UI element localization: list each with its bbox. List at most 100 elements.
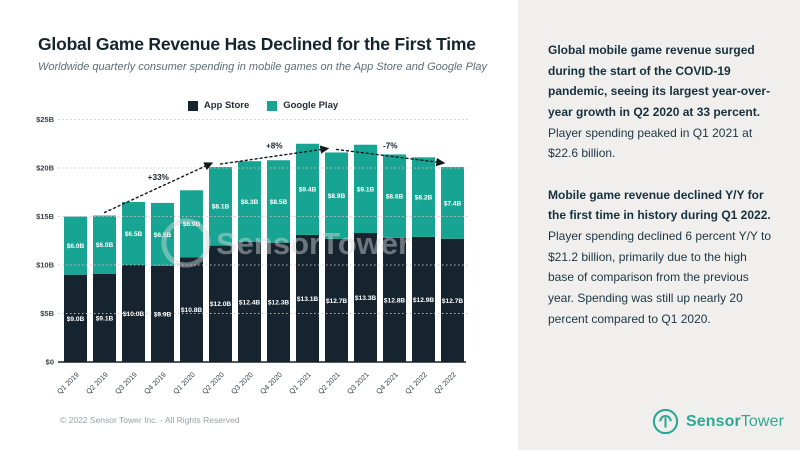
bar-value-label: $8.9B xyxy=(328,193,346,200)
bar-value-label: $12.8B xyxy=(384,297,406,304)
bar-value-label: $13.3B xyxy=(355,295,377,302)
y-axis-tick-label: $15B xyxy=(36,212,55,221)
bar-google-play-q2-2021 xyxy=(325,152,348,239)
bar-value-label: $12.3B xyxy=(268,300,290,307)
x-axis-tick-label: Q4 2019 xyxy=(142,370,168,396)
bar-value-label: $12.7B xyxy=(326,298,348,305)
summary-paragraph-1-regular: Player spending peaked in Q1 2021 at $22… xyxy=(548,125,753,161)
summary-paragraph-2: Mobile game revenue declined Y/Y for the… xyxy=(548,185,773,329)
bar-value-label: $12.0B xyxy=(210,301,232,308)
bar-app-store-q3-2019 xyxy=(122,265,145,362)
bar-app-store-q4-2020 xyxy=(267,242,290,362)
chart-panel: Global Game Revenue Has Declined for the… xyxy=(28,34,498,425)
x-axis-tick-label: Q1 2019 xyxy=(55,370,81,396)
x-axis-tick-label: Q1 2020 xyxy=(171,370,197,396)
x-axis-tick-label: Q3 2019 xyxy=(113,370,139,396)
bar-google-play-q1-2019 xyxy=(64,216,87,275)
bar-value-label: $8.6B xyxy=(386,194,404,201)
bar-app-store-q1-2022 xyxy=(412,236,435,362)
bar-app-store-q2-2021 xyxy=(325,238,348,362)
bar-google-play-q4-2020 xyxy=(267,160,290,243)
bar-google-play-q3-2020 xyxy=(238,161,261,242)
bar-google-play-q4-2019 xyxy=(151,202,174,266)
chart-subtitle: Worldwide quarterly consumer spending in… xyxy=(38,61,488,73)
bar-google-play-q1-2022 xyxy=(412,157,435,237)
y-axis-tick-label: $10B xyxy=(36,261,55,270)
y-axis-tick-label: $20B xyxy=(36,164,55,173)
bar-google-play-q2-2022 xyxy=(441,167,464,239)
bar-value-label: $8.2B xyxy=(415,195,433,202)
bar-app-store-q1-2019 xyxy=(64,274,87,362)
summary-paragraph-1: Global mobile game revenue surged during… xyxy=(548,40,773,164)
trend-arrow-+33% xyxy=(103,162,214,214)
stacked-bar-chart: $9.0B $6.0B $9.1B $6.0B $10.0B $6.5B $9.9B $6.5… xyxy=(36,115,470,396)
bar-value-label: $9.9B xyxy=(154,311,172,318)
bar-value-label: $12.9B xyxy=(413,297,435,304)
bar-value-label: $9.4B xyxy=(299,187,317,194)
summary-paragraph-1-bold: Global mobile game revenue surged during… xyxy=(548,43,771,119)
bar-google-play-q4-2021 xyxy=(383,154,406,238)
trend-annotation-label: +8% xyxy=(266,141,283,150)
bar-app-store-q1-2021 xyxy=(296,234,319,362)
bar-value-label: $8.5B xyxy=(270,199,288,206)
legend-item-google-play: Google Play xyxy=(267,100,338,111)
bar-app-store-q4-2021 xyxy=(383,237,406,362)
bar-google-play-q1-2020 xyxy=(180,190,203,258)
summary-paragraph-2-bold: Mobile game revenue declined Y/Y for the… xyxy=(548,187,771,223)
bar-app-store-q3-2020 xyxy=(238,241,261,362)
bar-value-label: $10.0B xyxy=(123,311,145,318)
bar-value-label: $9.1B xyxy=(357,186,375,193)
sensor-tower-logo-text: SensorTower xyxy=(685,412,784,430)
bar-value-label: $12.4B xyxy=(239,299,261,306)
y-axis-tick-label: $5B xyxy=(40,309,54,318)
bar-google-play-q2-2019 xyxy=(93,215,116,274)
chart-title: Global Game Revenue Has Declined for the… xyxy=(38,34,476,54)
summary-sidebar: Global mobile game revenue surged during… xyxy=(518,0,800,450)
legend-label: App Store xyxy=(203,100,250,111)
sensor-tower-logo: SensorTower xyxy=(652,408,784,435)
x-axis-tick-label: Q2 2019 xyxy=(84,370,110,396)
y-axis-tick-label: $0 xyxy=(46,358,54,367)
bar-google-play-q3-2021 xyxy=(354,144,377,233)
bar-google-play-q2-2020 xyxy=(209,167,232,246)
bar-app-store-q1-2020 xyxy=(180,257,203,362)
bar-value-label: $6.0B xyxy=(67,243,85,250)
bar-value-label: $6.5B xyxy=(154,232,172,239)
google-play-swatch-icon xyxy=(267,100,278,111)
sensor-tower-logo-icon xyxy=(652,408,679,435)
copyright-text: © 2022 Sensor Tower Inc. - All Rights Re… xyxy=(60,415,240,425)
bar-google-play-q1-2021 xyxy=(296,143,319,235)
app-store-swatch-icon xyxy=(187,100,198,111)
x-axis-tick-label: Q4 2020 xyxy=(258,370,284,396)
bar-value-label: $6.9B xyxy=(183,221,201,228)
bar-app-store-q2-2022 xyxy=(441,238,464,362)
trend-annotation-label: +33% xyxy=(148,173,170,182)
bar-value-label: $12.7B xyxy=(442,298,464,305)
bar-value-label: $9.1B xyxy=(96,315,114,322)
summary-paragraph-2-regular: Player spending declined 6 percent Y/Y t… xyxy=(548,229,772,326)
x-axis-tick-label: Q3 2021 xyxy=(345,370,371,396)
bar-value-label: $7.4B xyxy=(444,200,462,207)
trend-arrow-+8% xyxy=(219,145,330,165)
x-axis-tick-label: Q2 2021 xyxy=(316,370,342,396)
trend-arrow--7% xyxy=(335,148,446,167)
chart-legend: App Store Google Play xyxy=(28,100,498,111)
bar-value-label: $8.3B xyxy=(241,199,259,206)
x-axis-tick-label: Q4 2021 xyxy=(374,370,400,396)
x-axis-tick-label: Q3 2020 xyxy=(229,370,255,396)
x-axis-tick-label: Q1 2021 xyxy=(287,370,313,396)
bar-value-label: $8.1B xyxy=(212,204,230,211)
watermark: SensorTower xyxy=(161,218,410,268)
svg-text:SensorTower: SensorTower xyxy=(216,226,410,261)
legend-label: Google Play xyxy=(283,100,339,111)
bar-value-label: $13.1B xyxy=(297,296,319,303)
y-axis-tick-label: $25B xyxy=(36,115,55,124)
x-axis-tick-label: Q2 2022 xyxy=(432,370,458,396)
legend-item-app-store: App Store xyxy=(187,100,250,111)
x-axis-tick-label: Q2 2020 xyxy=(200,370,226,396)
trend-annotation-label: -7% xyxy=(383,141,398,150)
x-axis-tick-label: Q1 2022 xyxy=(403,370,429,396)
bar-value-label: $9.0B xyxy=(67,316,85,323)
bar-value-label: $6.0B xyxy=(96,242,114,249)
